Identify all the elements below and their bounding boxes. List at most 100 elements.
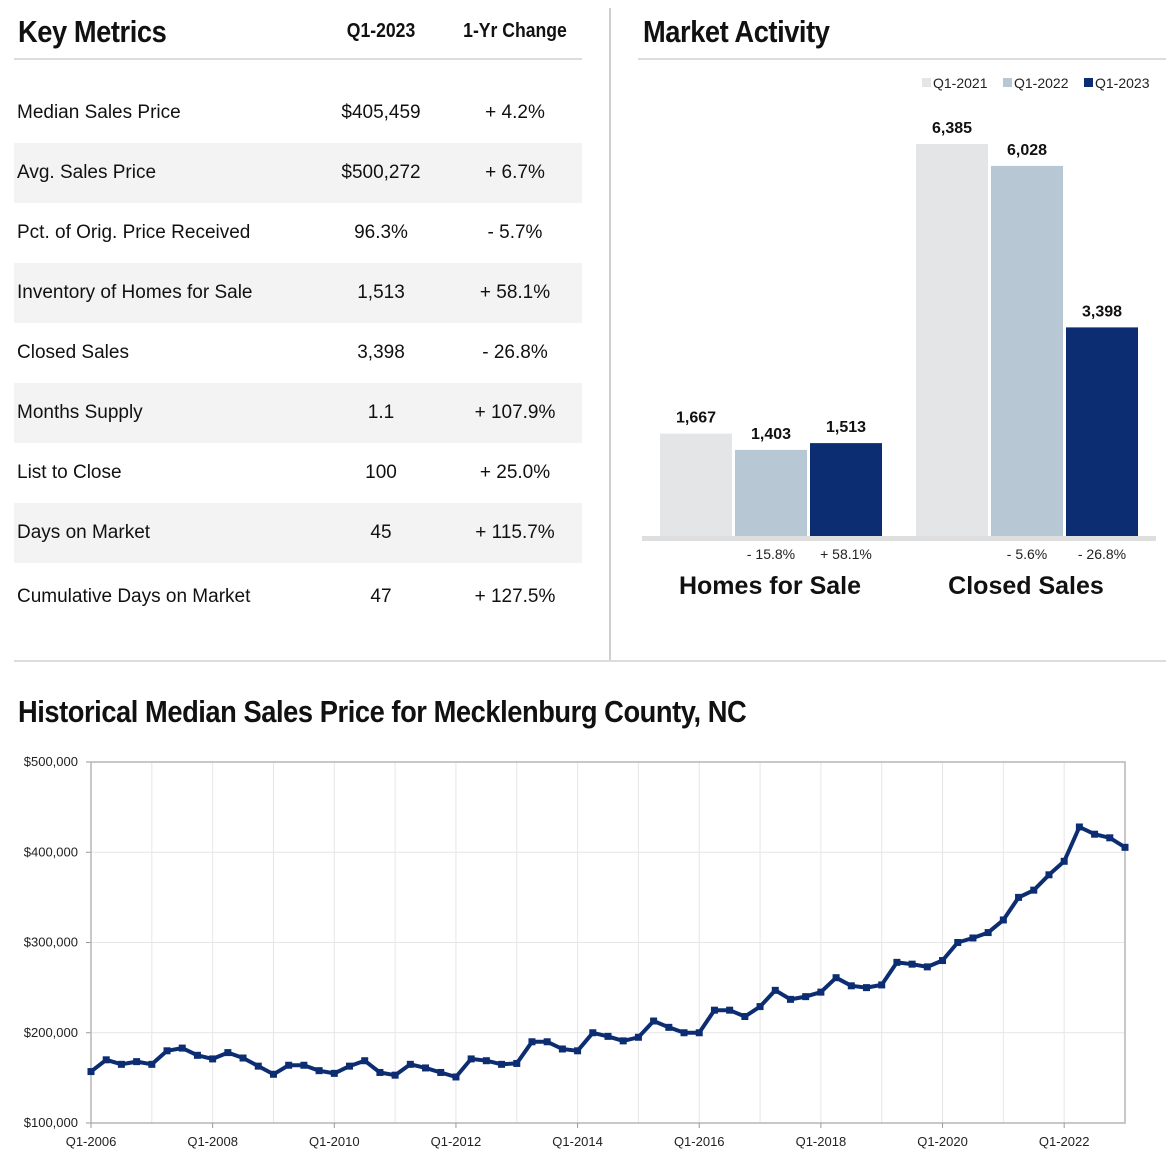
bar bbox=[916, 144, 988, 536]
data-point bbox=[969, 934, 977, 942]
metric-value: 1.1 bbox=[367, 402, 395, 423]
data-point bbox=[422, 1064, 430, 1072]
metric-change: + 115.7% bbox=[475, 522, 555, 543]
metric-change: + 127.5% bbox=[474, 586, 556, 607]
data-point bbox=[437, 1068, 445, 1076]
data-point bbox=[1030, 886, 1038, 894]
change-label: - 15.8% bbox=[747, 546, 795, 562]
data-point bbox=[254, 1062, 262, 1070]
data-point bbox=[604, 1032, 612, 1040]
key-metrics-title: Key Metrics bbox=[18, 14, 167, 49]
metric-label: Days on Market bbox=[17, 522, 151, 543]
metric-value: 45 bbox=[370, 522, 392, 543]
data-point bbox=[346, 1062, 353, 1070]
data-point bbox=[391, 1071, 399, 1079]
data-point bbox=[224, 1049, 232, 1057]
data-point bbox=[87, 1068, 95, 1076]
plot-frame bbox=[90, 761, 1126, 1124]
panel-divider-horizontal bbox=[14, 660, 1166, 662]
data-point bbox=[589, 1029, 597, 1037]
data-point bbox=[939, 957, 947, 965]
data-point bbox=[984, 929, 992, 937]
legend-swatch bbox=[1084, 78, 1093, 87]
metric-value: 3,398 bbox=[357, 342, 405, 363]
data-point bbox=[771, 986, 779, 994]
metric-change: - 26.8% bbox=[482, 342, 548, 363]
metric-row: Avg. Sales Price $500,272 + 6.7% bbox=[14, 143, 582, 203]
market-activity-header-rule bbox=[638, 58, 1166, 60]
data-point bbox=[1075, 823, 1083, 831]
data-point bbox=[619, 1037, 627, 1045]
x-tick-label: Q1-2010 bbox=[309, 1134, 360, 1149]
data-point bbox=[741, 1013, 749, 1021]
data-point bbox=[847, 982, 855, 990]
change-label: - 26.8% bbox=[1078, 546, 1126, 562]
data-point bbox=[452, 1073, 460, 1081]
legend-label: Q1-2021 bbox=[933, 75, 988, 91]
y-tick-label: $300,000 bbox=[24, 935, 78, 950]
data-point bbox=[193, 1051, 201, 1059]
data-point bbox=[558, 1045, 566, 1053]
data-point bbox=[923, 963, 931, 971]
metric-row: Closed Sales 3,398 - 26.8% bbox=[14, 323, 582, 383]
data-point bbox=[863, 984, 870, 992]
bar-value-label: 1,513 bbox=[826, 419, 866, 436]
data-point bbox=[285, 1061, 293, 1069]
bar bbox=[810, 443, 882, 536]
data-point bbox=[513, 1059, 521, 1067]
data-point bbox=[133, 1058, 141, 1066]
metric-label: Median Sales Price bbox=[17, 102, 181, 123]
data-point bbox=[300, 1061, 308, 1069]
bar-value-label: 6,385 bbox=[932, 120, 972, 137]
data-point bbox=[1015, 893, 1023, 901]
market-activity-chart: Q1-2021 Q1-2022 Q1-2023 1,667 1,403 1,513 - 15… bbox=[642, 75, 1156, 600]
metric-label: Months Supply bbox=[17, 402, 143, 423]
data-point bbox=[1106, 834, 1114, 842]
metric-label: List to Close bbox=[17, 462, 122, 483]
data-point bbox=[650, 1017, 658, 1025]
bar-baseline bbox=[642, 536, 1156, 541]
y-tick-label: $200,000 bbox=[24, 1025, 78, 1040]
metric-row: Months Supply 1.1 + 107.9% bbox=[14, 383, 582, 443]
data-point bbox=[954, 939, 962, 946]
metric-change: + 107.9% bbox=[474, 402, 556, 423]
data-point bbox=[574, 1047, 582, 1055]
metric-row: Pct. of Orig. Price Received 96.3% - 5.7% bbox=[14, 203, 582, 263]
data-point bbox=[634, 1033, 642, 1041]
x-tick-label: Q1-2006 bbox=[66, 1134, 117, 1149]
x-tick-label: Q1-2022 bbox=[1039, 1134, 1090, 1149]
data-point bbox=[178, 1044, 186, 1052]
data-point bbox=[269, 1070, 277, 1078]
x-tick-label: Q1-2020 bbox=[917, 1134, 968, 1149]
x-tick-label: Q1-2016 bbox=[674, 1134, 725, 1149]
data-point bbox=[680, 1029, 688, 1037]
data-point bbox=[1091, 830, 1099, 838]
data-point bbox=[999, 916, 1007, 924]
x-tick-label: Q1-2018 bbox=[796, 1134, 847, 1149]
metric-value: $500,272 bbox=[341, 162, 421, 183]
data-point bbox=[315, 1067, 323, 1075]
metric-change: + 58.1% bbox=[479, 282, 551, 303]
data-point bbox=[817, 988, 825, 996]
data-point bbox=[802, 993, 810, 1001]
bar-value-label: 6,028 bbox=[1007, 142, 1047, 159]
category-label: Homes for Sale bbox=[679, 572, 861, 600]
bar bbox=[1066, 327, 1138, 536]
data-point bbox=[878, 981, 886, 989]
metric-row: Median Sales Price $405,459 + 4.2% bbox=[14, 83, 582, 143]
data-point bbox=[467, 1055, 475, 1063]
metric-value: 100 bbox=[365, 462, 397, 483]
metric-row: Days on Market 45 + 115.7% bbox=[14, 503, 582, 563]
key-metrics-header-rule bbox=[14, 58, 582, 60]
metric-label: Avg. Sales Price bbox=[17, 162, 157, 183]
y-tick-label: $500,000 bbox=[24, 754, 78, 769]
legend-swatch bbox=[922, 78, 931, 87]
y-tick-label: $400,000 bbox=[24, 844, 78, 859]
change-label: - 5.6% bbox=[1007, 546, 1047, 562]
data-point bbox=[832, 974, 840, 982]
data-point bbox=[695, 1029, 703, 1037]
bar bbox=[735, 449, 807, 536]
data-point bbox=[1121, 843, 1129, 851]
market-activity-title: Market Activity bbox=[643, 14, 830, 49]
change-label: + 58.1% bbox=[820, 546, 872, 562]
